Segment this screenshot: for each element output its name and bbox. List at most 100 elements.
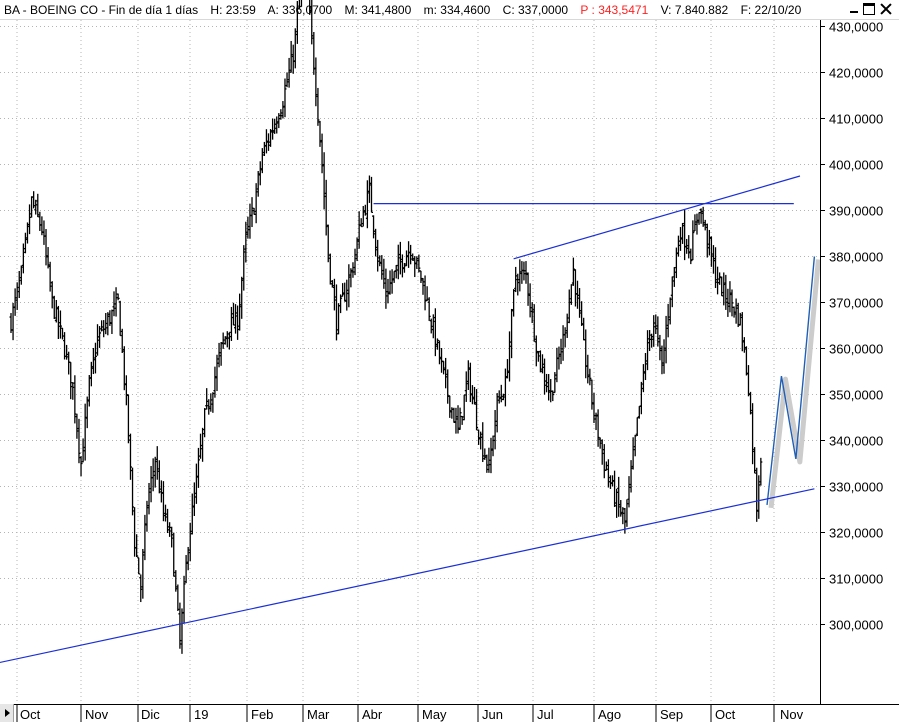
price-bar [153, 456, 157, 488]
price-bar [693, 214, 697, 232]
price-bar [637, 405, 641, 419]
price-bar [477, 429, 481, 445]
date-value: F: 22/10/20 [740, 3, 802, 17]
price-bar [314, 57, 318, 107]
price-bar [621, 507, 625, 525]
price-bar [485, 454, 489, 473]
price-bar [510, 308, 514, 359]
price-bar [530, 302, 534, 324]
price-bar [96, 324, 100, 356]
trendline-upper-channel[interactable] [513, 175, 801, 260]
price-bar [437, 340, 441, 365]
price-bar [602, 444, 606, 479]
price-bar [275, 116, 279, 134]
price-bar [656, 316, 660, 347]
price-bar [431, 314, 435, 339]
price-bar [36, 193, 40, 218]
price-bar [429, 318, 433, 334]
price-bar [711, 245, 715, 274]
price-bar [42, 220, 46, 245]
volume-value: V: 7.840.882 [660, 3, 729, 17]
minimize-icon[interactable] [848, 3, 860, 15]
price-bar [489, 437, 493, 474]
price-bar [753, 447, 757, 474]
price-bar [205, 388, 209, 410]
price-bar [231, 302, 235, 326]
price-bar [155, 446, 159, 480]
y-tick-label: 310,0000 [829, 572, 883, 587]
price-bar [427, 297, 431, 321]
price-bar [744, 346, 748, 376]
price-bar [320, 133, 324, 174]
price-bar [670, 276, 674, 308]
price-bar [720, 276, 724, 297]
price-bar [676, 235, 680, 257]
projection-line[interactable] [766, 256, 816, 505]
price-bar [448, 395, 452, 418]
price-bar [244, 221, 248, 263]
price-bar [330, 280, 334, 288]
price-bar [283, 78, 287, 118]
price-bar [87, 375, 91, 407]
price-bar [386, 278, 390, 304]
price-bar [182, 575, 186, 624]
price-bar [553, 372, 557, 394]
price-bar [722, 272, 726, 306]
price-bar [328, 253, 332, 285]
price-bar [751, 403, 755, 465]
price-bar [674, 247, 678, 279]
y-tick-label: 420,0000 [829, 66, 883, 81]
price-bar [454, 407, 458, 434]
price-bar [724, 274, 728, 310]
price-bar [256, 171, 260, 197]
price-bar [396, 244, 400, 280]
price-bar [569, 284, 573, 305]
price-bar [254, 183, 258, 224]
price-bar [532, 304, 536, 342]
price-bar [355, 237, 359, 262]
price-bar [114, 287, 118, 317]
price-bar [604, 461, 608, 472]
y-tick-label: 430,0000 [829, 20, 883, 35]
price-bar [460, 415, 464, 425]
price-bar [481, 422, 485, 463]
price-bar [584, 329, 588, 379]
maximize-icon[interactable] [863, 3, 875, 15]
price-bar [186, 546, 190, 571]
x-tick-label: Mar [307, 707, 330, 722]
price-bar [555, 347, 559, 383]
price-bar [48, 261, 52, 292]
price-bar [479, 431, 483, 450]
price-bar [415, 256, 419, 269]
price-bar [363, 204, 367, 216]
price-bar [600, 439, 604, 465]
high-value: M: 341,4800 [344, 3, 412, 17]
price-bar [557, 346, 561, 370]
price-bar [571, 257, 575, 286]
price-bar [180, 608, 184, 654]
price-bar [219, 342, 223, 366]
price-bar [405, 250, 409, 267]
price-bar [475, 389, 479, 431]
price-bar [586, 354, 590, 384]
price-bar [641, 364, 645, 393]
price-bar [192, 482, 196, 517]
price-bar [652, 315, 656, 347]
price-bar [170, 526, 174, 548]
trendline-lower-support[interactable] [0, 488, 815, 664]
price-bar [300, 0, 303, 7]
price-bar [413, 256, 417, 278]
price-bar [174, 570, 178, 592]
price-bar [495, 393, 499, 433]
price-bar [223, 336, 227, 345]
price-bar [250, 197, 254, 228]
price-bar [755, 467, 759, 522]
price-bar [444, 357, 448, 389]
price-bar [442, 360, 446, 375]
price-bar [147, 482, 151, 515]
scroll-right-icon[interactable] [0, 704, 14, 722]
price-bar [631, 437, 635, 470]
price-bar [149, 466, 153, 503]
